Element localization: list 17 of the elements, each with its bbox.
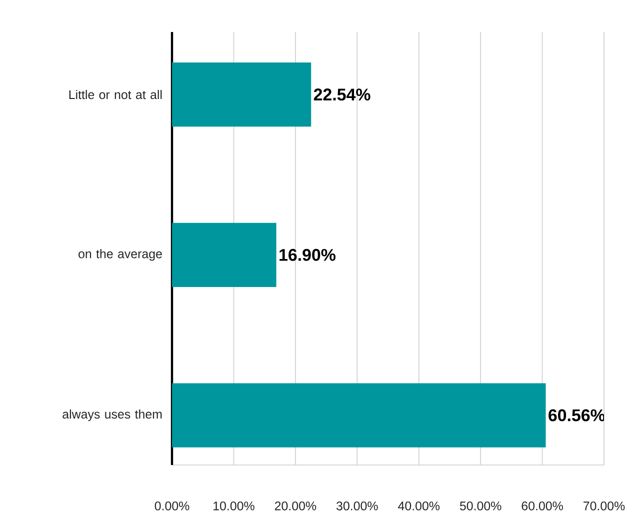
y-tick-label: always uses them [62,409,162,422]
x-tick-label: 10.00% [214,502,254,510]
y-tick-label: on the average [78,249,162,261]
x-tick-label: 70.00% [584,502,625,510]
x-tick-label: 30.00% [336,502,378,510]
data-label: 60.56% [548,409,605,422]
x-tick-label: 20.00% [274,502,316,510]
bar [172,383,546,448]
data-label: 16.90% [280,248,336,261]
bar [172,222,276,287]
x-tick-label: 60.00% [522,502,563,510]
x-tick-label: 50.00% [460,502,502,510]
bar [172,62,312,127]
data-label: 22.54% [314,88,370,101]
y-tick-label: Little or not at all [69,90,162,100]
x-tick-label: 40.00% [398,502,440,510]
x-tick-label: 0.00% [154,502,190,510]
